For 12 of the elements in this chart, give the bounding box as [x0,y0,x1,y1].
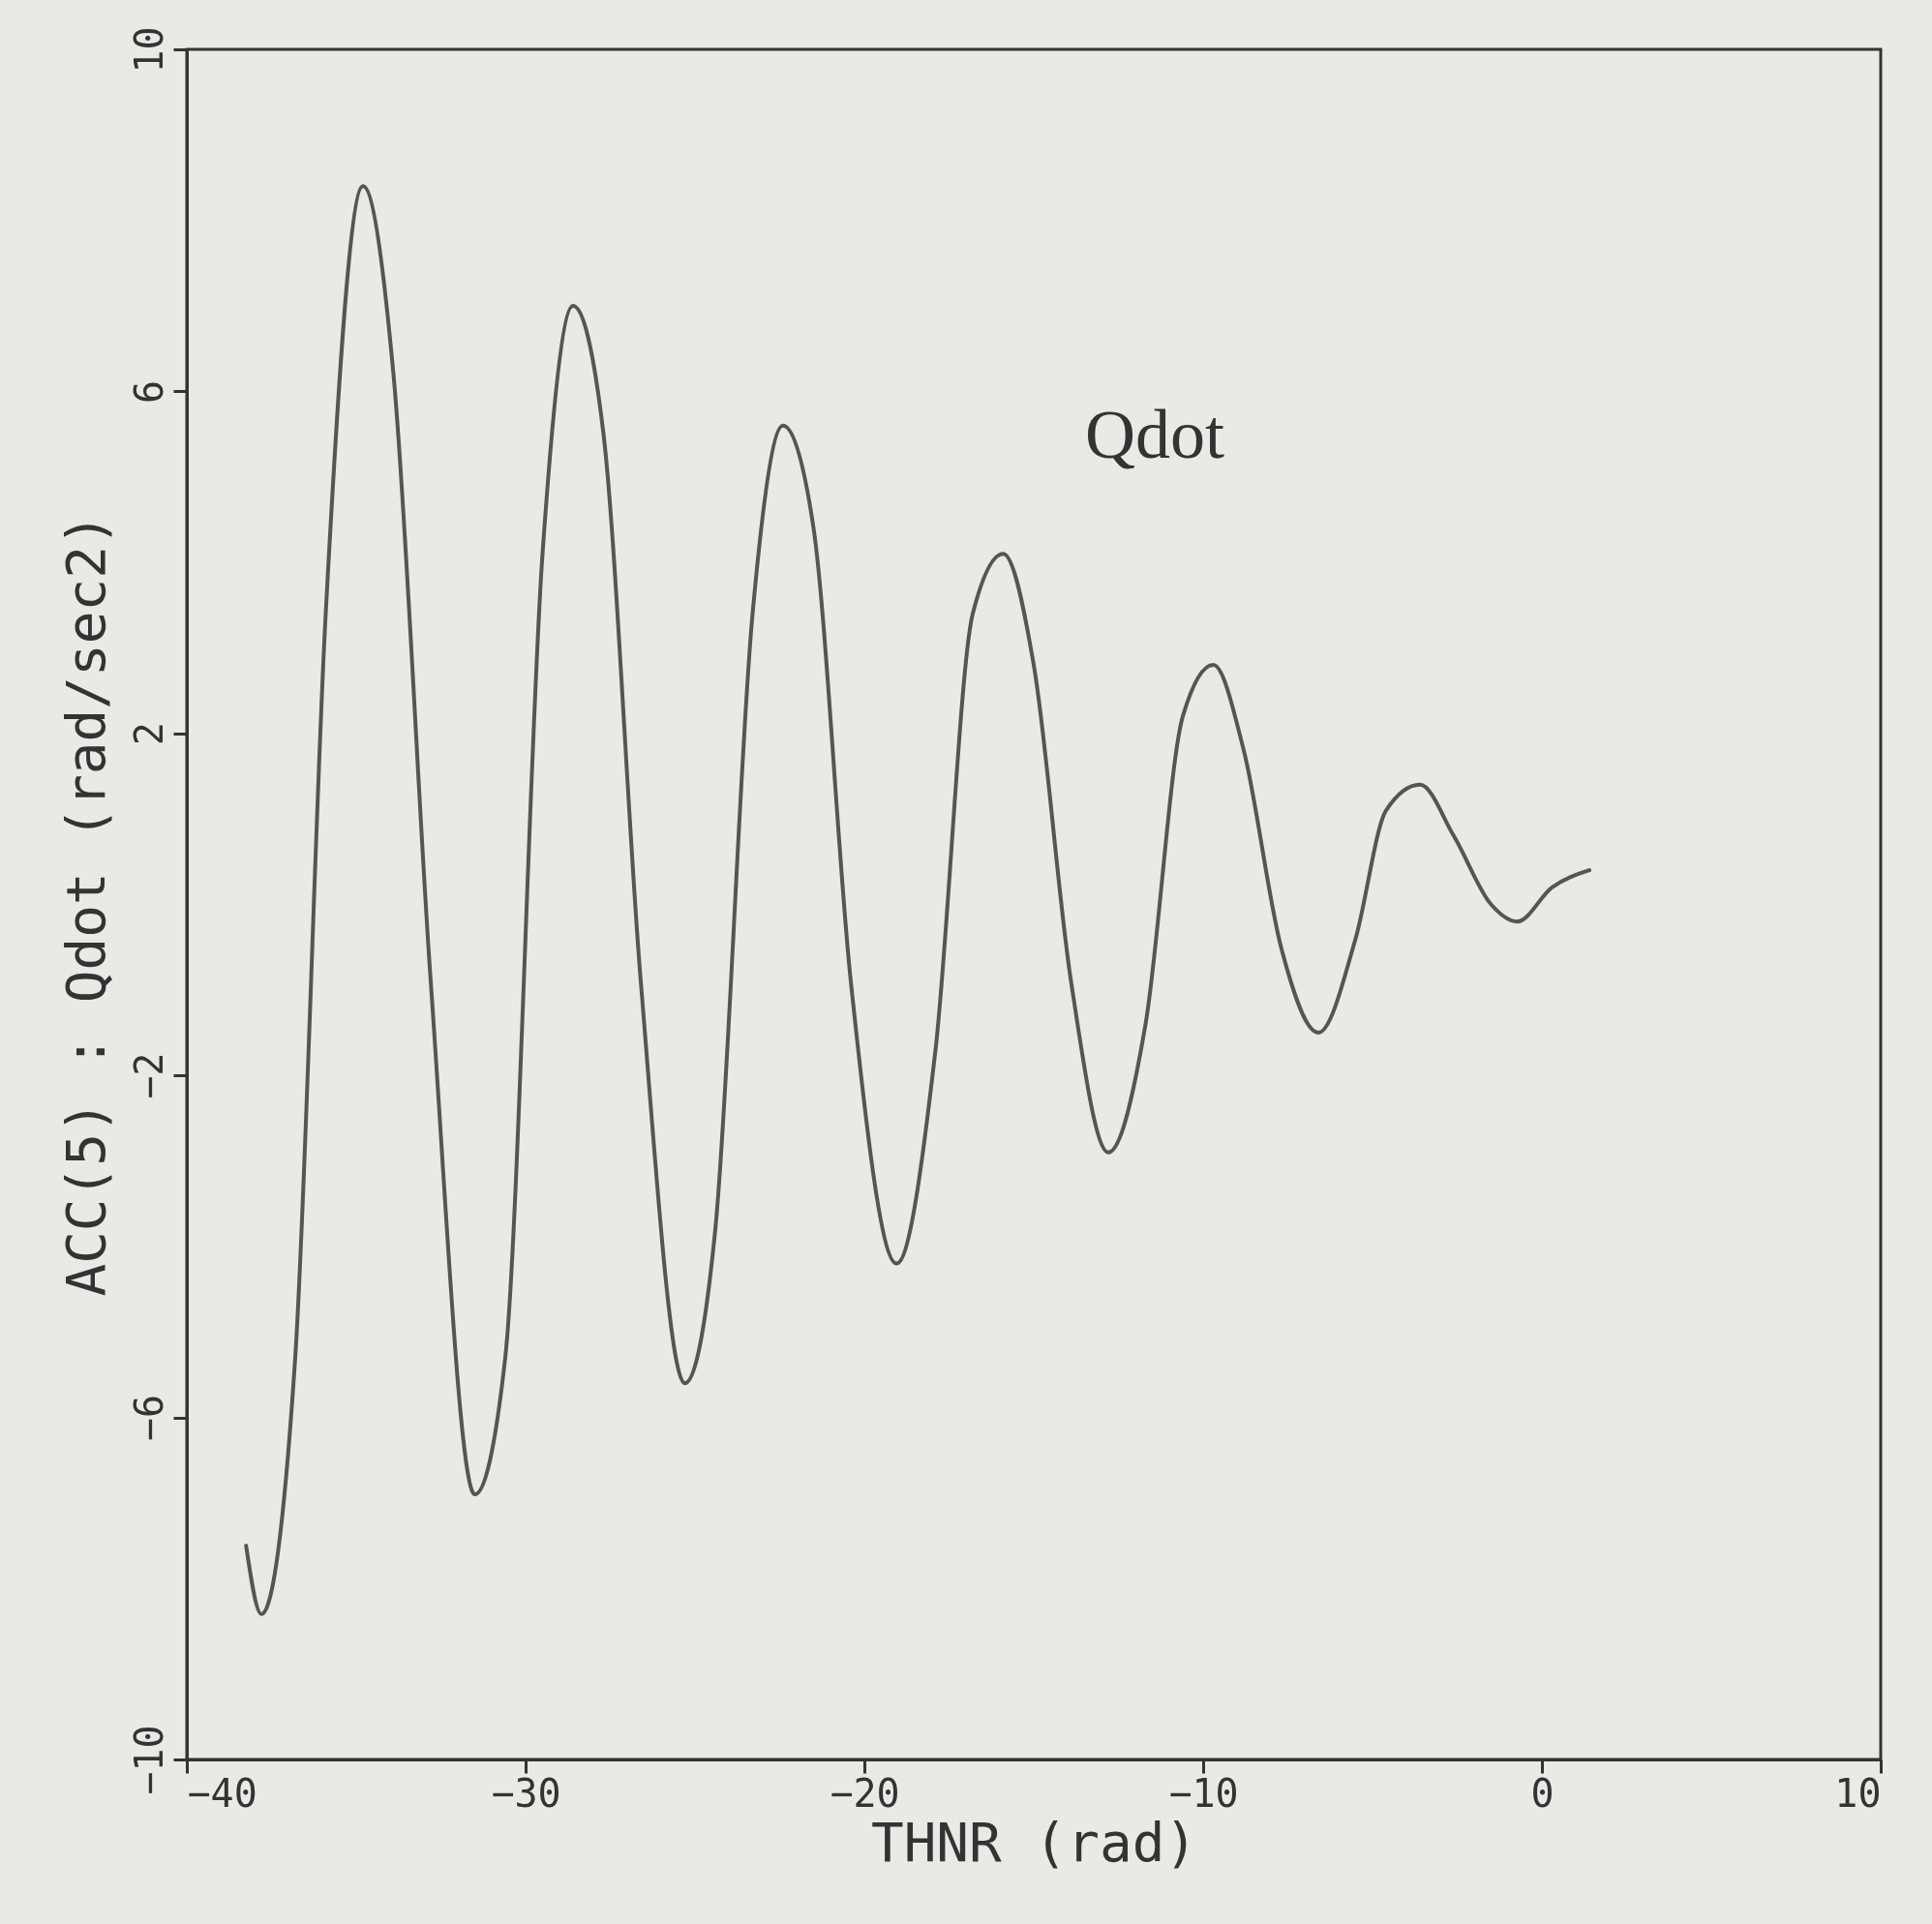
y-tick-label: −2 [126,1052,171,1099]
x-tick-label: −40 [187,1770,257,1816]
y-tick-label: 10 [126,26,171,74]
y-axis-title: ACC(5) : Qdot (rad/sec2) [53,513,117,1297]
x-tick-label: −30 [491,1770,561,1816]
annotation: Qdot [1085,396,1224,473]
y-tick-label: 2 [126,722,171,746]
line-series [244,184,1591,1616]
x-tick-label: 10 [1834,1770,1882,1816]
x-tick-label: 0 [1530,1770,1555,1816]
y-tick-label: −6 [126,1395,171,1442]
y-tick-label: 6 [126,379,171,404]
